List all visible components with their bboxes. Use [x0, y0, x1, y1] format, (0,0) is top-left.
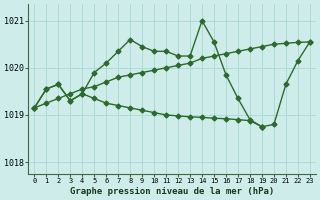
X-axis label: Graphe pression niveau de la mer (hPa): Graphe pression niveau de la mer (hPa): [70, 187, 274, 196]
